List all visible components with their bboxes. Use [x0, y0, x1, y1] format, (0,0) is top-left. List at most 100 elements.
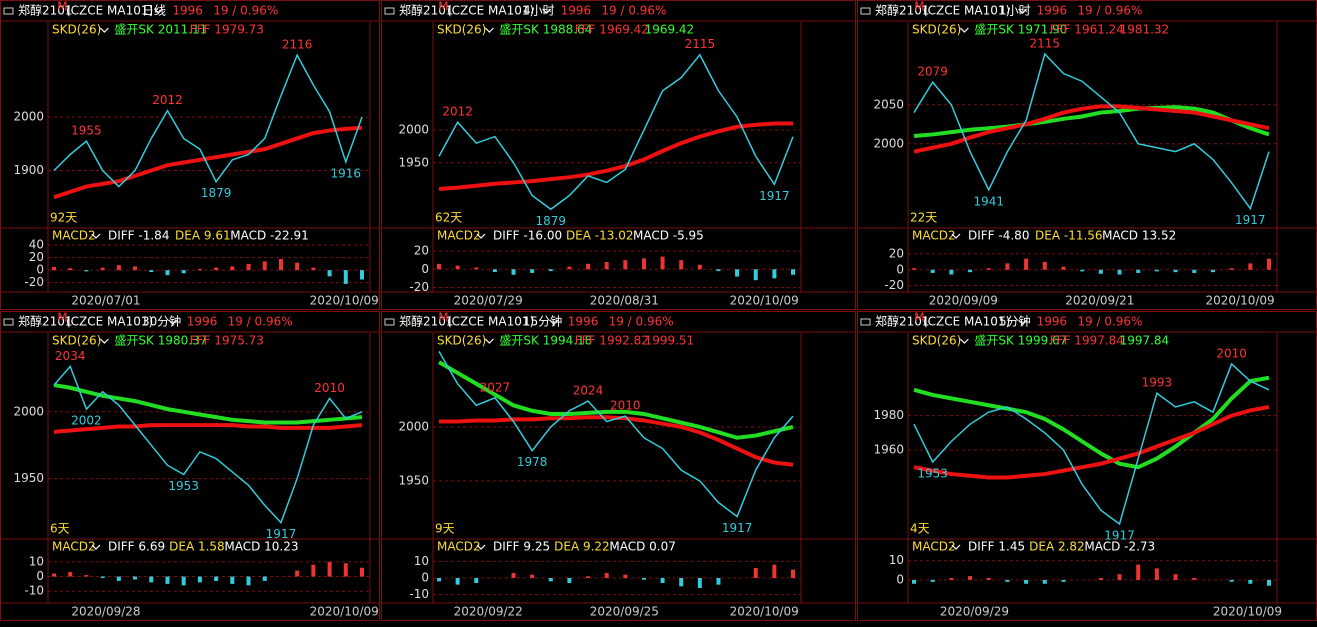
- macd-macd: MACD -5.95: [633, 229, 704, 243]
- macd-bar: [492, 269, 497, 272]
- dropdown-icon: [959, 338, 969, 344]
- macd-bar: [262, 576, 267, 581]
- macd-tick-label: -10: [24, 584, 44, 598]
- macd-tick-label: 0: [421, 571, 429, 585]
- header-period: 15分钟: [523, 314, 562, 329]
- macd-bar: [52, 267, 56, 271]
- dropdown-icon: [484, 27, 494, 33]
- macd-bar: [181, 270, 186, 274]
- macd-diff: DIFF -4.80: [968, 229, 1029, 243]
- macd-bar: [530, 574, 535, 578]
- dropdown-icon: [1018, 319, 1028, 325]
- extreme-label: 1953: [917, 467, 948, 481]
- panel: [381, 0, 856, 310]
- macd-bar: [511, 573, 516, 578]
- price-line: [913, 362, 1270, 526]
- extreme-label: 1879: [536, 214, 567, 228]
- extreme-label: 2027: [480, 380, 511, 394]
- y-tick-label: 1950: [13, 471, 44, 485]
- macd-bar: [1192, 578, 1197, 580]
- macd-bar: [1117, 574, 1122, 580]
- day-count: 22天: [910, 211, 937, 225]
- dropdown-icon: [542, 8, 552, 14]
- macd-bar: [214, 576, 219, 581]
- extreme-label: 1917: [759, 189, 790, 203]
- ma-red: [53, 125, 363, 200]
- header-period: 1小时: [999, 4, 1031, 18]
- day-count: 6天: [50, 522, 70, 536]
- macd-bar: [68, 268, 73, 271]
- header-code: (CZCE MA101): [923, 4, 1010, 18]
- macd-bar: [930, 579, 935, 582]
- macd-bar: [149, 576, 154, 583]
- macd-bar: [623, 574, 628, 578]
- y-tick-label: 2000: [13, 110, 44, 124]
- header-code: (CZCE MA101): [447, 4, 534, 18]
- indicator-name: SKD(26): [912, 23, 961, 37]
- macd-diff: DIFF 6.69: [108, 540, 165, 554]
- macd-macd: MACD -2.73: [1084, 540, 1155, 554]
- y-tick-label: 1900: [13, 163, 44, 177]
- macd-bar: [1173, 574, 1178, 580]
- date-label: 2020/08/31: [590, 294, 659, 308]
- header-flag: M: [438, 311, 448, 325]
- dropdown-icon: [484, 338, 494, 344]
- macd-macd: MACD 13.52: [1102, 229, 1176, 243]
- macd-bar: [343, 270, 348, 284]
- indicator-value: 盛开SK 1994.18: [499, 333, 592, 348]
- date-label: 2020/10/09: [730, 605, 799, 619]
- macd-dea: DEA 1.58: [169, 540, 225, 554]
- macd-bar: [1061, 266, 1066, 270]
- extreme-label: 1953: [168, 479, 199, 493]
- macd-name: MACD2: [912, 229, 956, 243]
- header-flag: M: [914, 0, 924, 14]
- extreme-label: 2115: [685, 37, 716, 51]
- ma-red: [53, 423, 363, 434]
- macd-bar: [100, 576, 105, 578]
- day-count: 92天: [50, 211, 77, 225]
- indicator-value: 盛开SK 1988.64: [499, 22, 592, 37]
- macd-bar: [437, 263, 441, 270]
- macd-bar: [949, 269, 954, 275]
- ma-red: [913, 104, 1270, 154]
- day-count: 4天: [910, 522, 930, 536]
- header-change: 19 / 0.96%: [609, 315, 674, 329]
- macd-tick-label: -10: [409, 587, 429, 601]
- macd-macd: MACD -22.91: [230, 229, 308, 243]
- extreme-label: 1917: [1235, 213, 1266, 227]
- header-bar: [1, 312, 379, 332]
- macd-bar: [968, 269, 973, 273]
- header-price: 1996: [561, 4, 592, 18]
- dropdown-icon: [951, 544, 961, 550]
- date-label: 2020/09/28: [71, 605, 140, 619]
- ma-red: [913, 405, 1270, 480]
- extreme-label: 1993: [1142, 376, 1173, 390]
- macd-bar: [1267, 579, 1271, 586]
- header-change: 19 / 0.96%: [1077, 4, 1142, 18]
- macd-bar: [1117, 269, 1122, 275]
- indicator-value: 盛开SK 1999.67: [974, 333, 1067, 348]
- macd-bar: [1080, 269, 1085, 272]
- macd-dea: DEA 2.82: [1029, 540, 1085, 554]
- y-tick-label: 2000: [873, 136, 904, 150]
- macd-bar: [511, 269, 516, 275]
- macd-bar: [1229, 268, 1234, 270]
- macd-bar: [1248, 579, 1253, 584]
- macd-diff: DIFF 1.45: [968, 540, 1025, 554]
- dropdown-icon: [959, 27, 969, 33]
- extreme-label: 1916: [331, 166, 362, 180]
- macd-bar: [1136, 564, 1141, 580]
- header-bar: [858, 1, 1316, 21]
- macd-name: MACD2: [437, 540, 481, 554]
- macd-bar: [968, 576, 973, 580]
- header-code: (CZCE MA101): [66, 4, 153, 18]
- price-line: [913, 52, 1270, 211]
- macd-bar: [697, 578, 702, 588]
- macd-tick-label: 0: [36, 263, 44, 277]
- macd-tick-label: 20: [414, 244, 429, 258]
- macd-tick-label: 0: [36, 569, 44, 583]
- indicator-value: 盛开SK 1971.90: [974, 22, 1067, 37]
- macd-bar: [949, 578, 954, 580]
- macd-bar: [1005, 579, 1010, 582]
